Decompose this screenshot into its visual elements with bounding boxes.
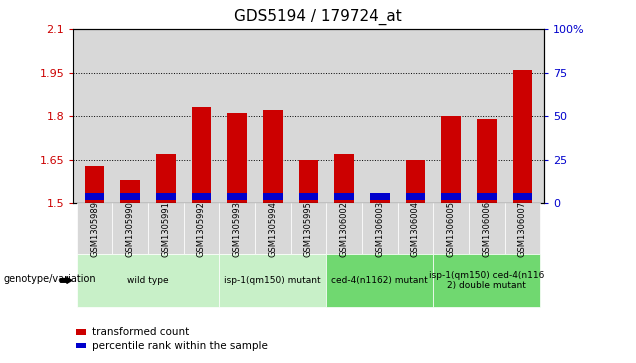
Text: GSM1305992: GSM1305992 (197, 201, 206, 257)
Text: GSM1305990: GSM1305990 (126, 201, 135, 257)
Bar (191, 107, 211, 203)
Bar (120, 180, 140, 203)
Bar (191, 193, 211, 200)
Text: GSM1306002: GSM1306002 (340, 201, 349, 257)
Bar (370, 200, 390, 203)
Text: GSM1306005: GSM1306005 (446, 201, 455, 257)
Bar (227, 193, 247, 200)
Bar (227, 113, 247, 203)
Bar (335, 193, 354, 200)
Bar (335, 154, 354, 203)
Text: isp-1(qm150) ced-4(n116
2) double mutant: isp-1(qm150) ced-4(n116 2) double mutant (429, 271, 544, 290)
Text: ced-4(n1162) mutant: ced-4(n1162) mutant (331, 276, 428, 285)
Text: GSM1305989: GSM1305989 (90, 201, 99, 257)
Text: wild type: wild type (127, 276, 169, 285)
Bar (299, 160, 318, 203)
Text: GSM1305993: GSM1305993 (233, 201, 242, 257)
Bar (263, 193, 282, 200)
Text: GSM1305991: GSM1305991 (162, 201, 170, 257)
Bar (120, 193, 140, 200)
Text: GSM1305994: GSM1305994 (268, 201, 277, 257)
Text: genotype/variation: genotype/variation (3, 274, 96, 284)
Text: percentile rank within the sample: percentile rank within the sample (92, 340, 268, 351)
Text: isp-1(qm150) mutant: isp-1(qm150) mutant (225, 276, 321, 285)
Bar (263, 110, 282, 203)
Text: GDS5194 / 179724_at: GDS5194 / 179724_at (234, 9, 402, 25)
Bar (477, 119, 497, 203)
Text: GSM1306003: GSM1306003 (375, 201, 384, 257)
Text: transformed count: transformed count (92, 327, 190, 337)
Bar (156, 193, 176, 200)
Text: GSM1305995: GSM1305995 (304, 201, 313, 257)
Text: GSM1306007: GSM1306007 (518, 201, 527, 257)
Bar (477, 193, 497, 200)
Bar (513, 193, 532, 200)
Bar (441, 193, 461, 200)
Bar (156, 154, 176, 203)
Bar (85, 193, 104, 200)
Bar (85, 166, 104, 203)
Bar (370, 193, 390, 200)
Bar (441, 116, 461, 203)
Bar (299, 193, 318, 200)
Bar (406, 160, 425, 203)
Text: GSM1306004: GSM1306004 (411, 201, 420, 257)
Bar (406, 193, 425, 200)
Bar (513, 70, 532, 203)
Text: GSM1306006: GSM1306006 (482, 201, 491, 257)
